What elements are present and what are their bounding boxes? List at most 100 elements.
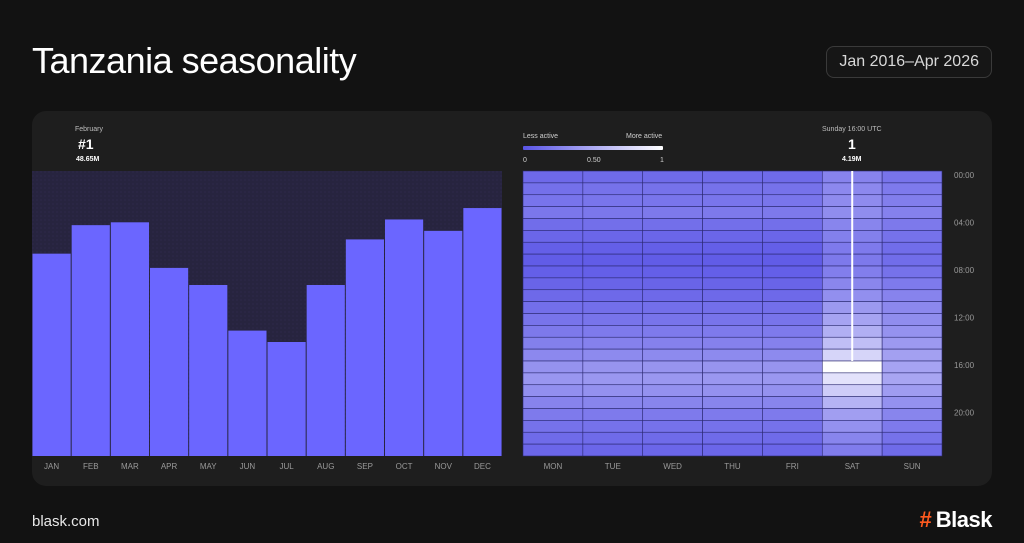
footer-url[interactable]: blask.com	[32, 513, 100, 530]
heat-cell-wed-22	[642, 431, 703, 445]
heat-cell-thu-3	[702, 206, 763, 219]
heat-cell-sun-15	[881, 348, 943, 362]
heat-cell-fri-17	[762, 372, 823, 386]
heat-cell-sun-3	[881, 206, 943, 219]
heat-cell-mon-11	[522, 301, 584, 314]
legend-less-label: Less active	[523, 133, 559, 140]
heat-cell-sat-21	[821, 420, 883, 433]
heat-cell-sun-23	[881, 443, 943, 457]
heat-cell-fri-4	[762, 218, 823, 231]
heat-cell-tue-10	[582, 289, 644, 302]
heat-cell-tue-12	[582, 313, 644, 326]
heat-cell-sun-14	[881, 336, 943, 350]
bar-feb	[71, 225, 110, 456]
heat-cell-thu-11	[702, 301, 763, 314]
heat-cell-fri-1	[762, 182, 823, 196]
heat-cell-fri-20	[762, 408, 823, 421]
bar-oct	[385, 219, 424, 456]
heat-cell-fri-3	[762, 206, 823, 219]
bar-chart-background	[32, 171, 502, 456]
heat-cell-fri-9	[762, 277, 823, 291]
heat-cell-mon-7	[522, 253, 584, 267]
heat-cell-wed-21	[642, 420, 703, 433]
page-title: Tanzania seasonality	[32, 40, 357, 81]
x-tick-jul: JUL	[279, 462, 294, 471]
heat-cell-mon-4	[522, 218, 584, 231]
heat-cell-tue-1	[582, 182, 644, 196]
heat-cell-mon-16	[522, 360, 584, 374]
heat-cell-thu-10	[702, 289, 763, 302]
heat-cell-sat-23	[821, 443, 883, 457]
heat-cell-sat-20	[821, 408, 883, 421]
heat-cell-fri-19	[762, 396, 823, 409]
monthly-peak-label: February	[75, 126, 104, 133]
heat-cell-sun-18	[881, 384, 943, 397]
heat-cell-wed-12	[642, 313, 703, 326]
heat-cell-mon-23	[522, 443, 584, 457]
bar-aug	[306, 285, 345, 456]
heat-cell-thu-5	[702, 230, 763, 243]
heat-cell-wed-7	[642, 253, 703, 267]
heat-cell-mon-13	[522, 325, 584, 338]
heat-cell-mon-19	[522, 396, 584, 409]
heat-cell-wed-1	[642, 182, 703, 196]
heat-cell-fri-7	[762, 253, 823, 267]
heat-cell-thu-12	[702, 313, 763, 326]
heat-cell-tue-16	[582, 360, 644, 374]
heat-cell-fri-5	[762, 230, 823, 243]
heat-cell-tue-3	[582, 206, 644, 219]
x-tick-feb: FEB	[83, 462, 99, 471]
heat-cell-tue-23	[582, 443, 644, 457]
x-tick-mar: MAR	[121, 462, 139, 471]
heatmap-peak-value: 4.19M	[842, 156, 862, 163]
y-tick-0800: 08:00	[954, 266, 975, 275]
heat-cell-wed-5	[642, 230, 703, 243]
y-tick-1600: 16:00	[954, 361, 975, 370]
legend-tick-0: 0	[523, 157, 527, 164]
heat-cell-thu-16	[702, 360, 763, 374]
bar-may	[189, 285, 228, 456]
x-tick-sat: SAT	[845, 462, 860, 471]
heat-cell-tue-14	[582, 336, 644, 350]
heat-cell-sun-4	[881, 218, 943, 231]
heat-cell-thu-15	[702, 348, 763, 362]
heat-cell-sun-11	[881, 301, 943, 314]
heat-cell-tue-9	[582, 277, 644, 291]
y-tick-2000: 20:00	[954, 409, 975, 418]
x-tick-sep: SEP	[357, 462, 373, 471]
heat-cell-tue-19	[582, 396, 644, 409]
heat-cell-mon-9	[522, 277, 584, 291]
heat-cell-mon-18	[522, 384, 584, 397]
bar-dec	[463, 208, 502, 456]
chart-panel: February #1 48.65M Less active More acti…	[32, 111, 992, 486]
heat-cell-fri-16	[762, 360, 823, 374]
heat-cell-wed-23	[642, 443, 703, 457]
heat-cell-mon-8	[522, 265, 584, 279]
bar-mar	[110, 222, 149, 456]
bar-jun	[228, 330, 267, 456]
date-range-badge[interactable]: Jan 2016–Apr 2026	[826, 46, 992, 78]
x-tick-sun: SUN	[904, 462, 921, 471]
brand-logo[interactable]: # Blask	[920, 507, 993, 533]
heat-cell-tue-13	[582, 325, 644, 338]
heat-cell-tue-17	[582, 372, 644, 386]
heat-cell-sun-12	[881, 313, 943, 326]
heat-cell-tue-21	[582, 420, 644, 433]
heat-cell-wed-3	[642, 206, 703, 219]
legend-tick-050: 0.50	[587, 157, 601, 164]
legend-tick-1: 1	[660, 157, 664, 164]
x-tick-dec: DEC	[474, 462, 491, 471]
heat-cell-mon-10	[522, 289, 584, 302]
bar-jan	[32, 253, 71, 456]
x-tick-wed: WED	[663, 462, 682, 471]
heat-cell-mon-2	[522, 194, 584, 207]
heat-cell-wed-20	[642, 408, 703, 421]
heat-cell-sun-21	[881, 420, 943, 433]
heat-cell-wed-19	[642, 396, 703, 409]
heat-cell-mon-22	[522, 431, 584, 445]
heat-cell-fri-23	[762, 443, 823, 457]
y-tick-1200: 12:00	[954, 314, 975, 323]
heat-cell-fri-11	[762, 301, 823, 314]
heat-cell-mon-14	[522, 336, 584, 350]
y-tick-0400: 04:00	[954, 219, 975, 228]
